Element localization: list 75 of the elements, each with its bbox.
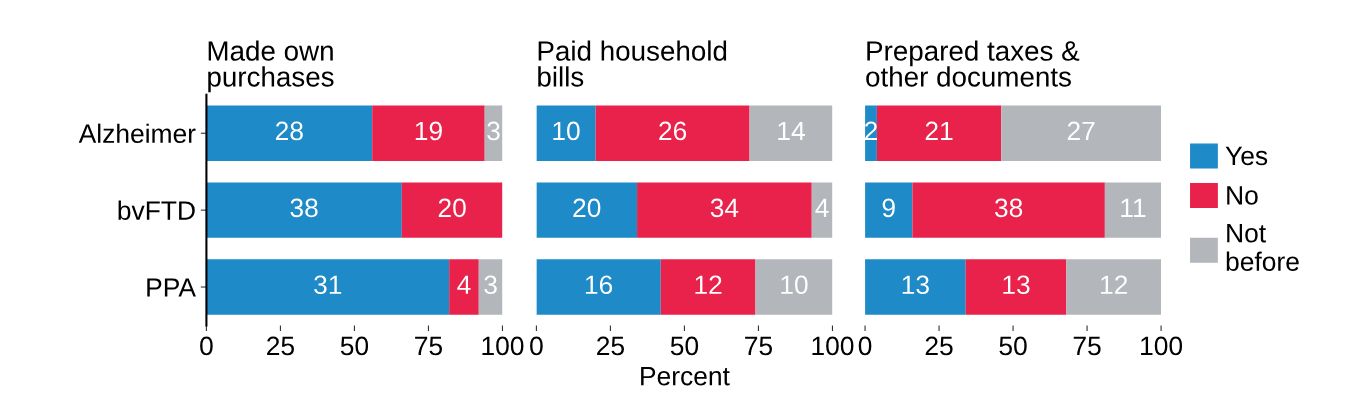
annotation: 20	[438, 198, 466, 218]
bar	[876, 105, 1002, 161]
x-tick-label: 50	[340, 336, 369, 356]
x-tick-label: 0	[200, 336, 213, 356]
x-tick-label: 0	[530, 336, 543, 356]
annotation: 4	[815, 198, 829, 217]
bar	[401, 182, 503, 238]
annotation: 12	[1101, 275, 1128, 294]
bar	[206, 182, 402, 238]
legend-label: No	[1227, 186, 1258, 205]
y-tick-label: bvFTD	[118, 200, 195, 220]
annotation: 16	[585, 275, 613, 295]
annotation: 13	[902, 275, 929, 295]
bar	[1104, 182, 1162, 238]
x-tick-label: 50	[670, 336, 699, 356]
annotation: 11	[1121, 198, 1146, 217]
annotation: 26	[659, 121, 687, 141]
annotation: 3	[487, 121, 500, 141]
bar	[372, 105, 485, 161]
bar	[595, 105, 750, 161]
x-tick-label: 25	[267, 336, 294, 356]
annotation: 9	[882, 198, 895, 218]
chart-title: Made own purchases	[208, 40, 334, 93]
x-tick-label: 0	[858, 336, 872, 356]
bar	[811, 182, 833, 238]
chart-title: Prepared taxes & other documents	[866, 40, 1080, 87]
bar	[749, 105, 833, 161]
annotation: 21	[925, 121, 953, 141]
annotation: 12	[695, 275, 722, 294]
chart-title: Paid household bills	[538, 40, 727, 87]
x-tick-label: 100	[482, 336, 524, 356]
annotation: 34	[710, 198, 739, 218]
bar	[206, 105, 373, 161]
x-tick-label: 100	[1141, 336, 1183, 356]
bar	[637, 182, 812, 238]
bar	[478, 259, 503, 315]
annotation: 19	[415, 121, 442, 141]
bar	[912, 182, 1105, 238]
x-tick-label: 75	[745, 336, 773, 356]
y-tick-label: PPA	[147, 278, 196, 297]
annotation: 20	[573, 198, 601, 218]
bar	[536, 105, 596, 161]
annotation: 14	[778, 121, 805, 141]
bar	[755, 259, 833, 315]
y-tick-label: Alzheimer	[78, 123, 196, 144]
bar	[865, 182, 913, 238]
bar	[1001, 105, 1162, 161]
annotation: 31	[314, 275, 342, 295]
bar	[660, 259, 756, 315]
bar	[206, 259, 450, 315]
annotation: 10	[781, 275, 808, 295]
bar	[536, 259, 661, 315]
x-tick-label: 25	[597, 336, 624, 356]
annotation: 3	[484, 275, 497, 295]
x-tick-label: 100	[812, 336, 854, 356]
bar	[449, 259, 479, 315]
annotation: 4	[457, 275, 471, 294]
x-axis-title: Percent	[641, 367, 730, 386]
legend-label: Not before	[1226, 224, 1299, 271]
annotation: 28	[275, 121, 303, 141]
bar	[536, 182, 638, 238]
x-tick-label: 75	[415, 336, 443, 356]
annotation: 13	[1003, 275, 1030, 295]
annotation: 27	[1067, 121, 1095, 141]
annotation: 38	[290, 198, 318, 218]
bar	[865, 259, 966, 315]
x-tick-label: 50	[999, 336, 1027, 356]
x-tick-label: 25	[925, 336, 953, 356]
bar	[1066, 259, 1162, 315]
annotation: 38	[994, 198, 1023, 218]
x-tick-label: 75	[1073, 336, 1101, 356]
bar	[965, 259, 1067, 315]
annotation: 2	[864, 121, 877, 141]
annotation: 10	[553, 121, 580, 141]
legend-label: Yes	[1225, 146, 1268, 166]
